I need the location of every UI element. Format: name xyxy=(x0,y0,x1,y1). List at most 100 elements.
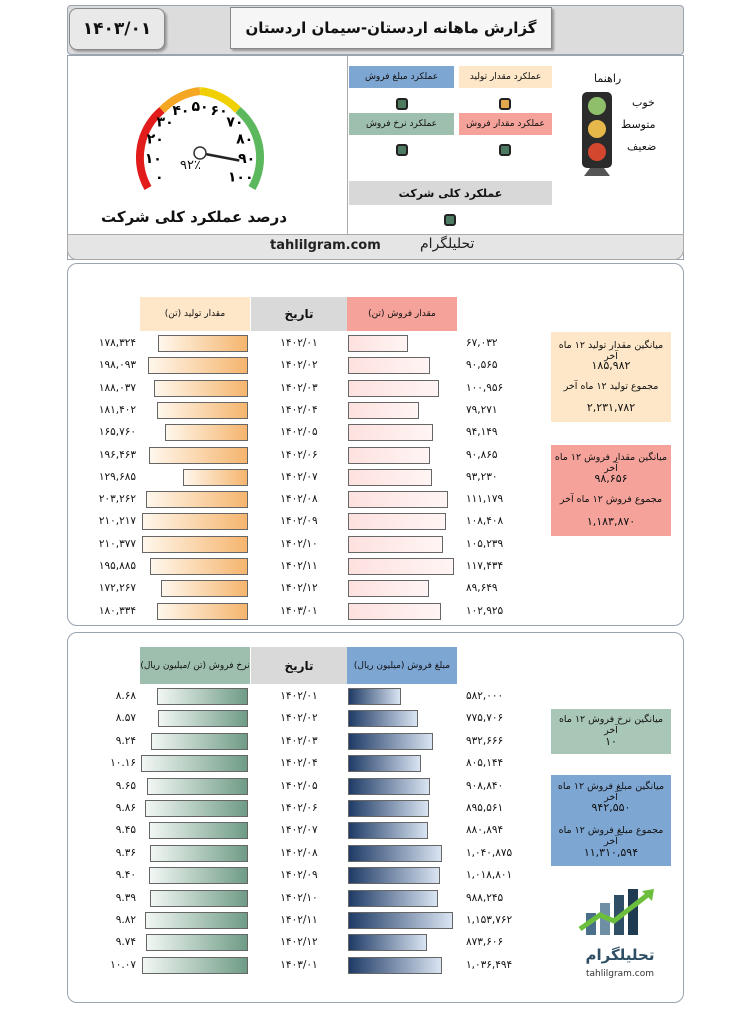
sales-bar xyxy=(348,379,439,397)
date-cell: ۱۴۰۲/۱۱ xyxy=(280,560,318,572)
sum-prod-label: مجموع تولید ۱۲ ماه آخر xyxy=(563,381,659,392)
sales-bar xyxy=(348,446,430,464)
sales-bar xyxy=(348,513,446,531)
avg-rate-value: ۱۰ xyxy=(605,735,617,748)
brand-url[interactable]: tahlilgram.com xyxy=(270,238,381,253)
rate-bar xyxy=(149,867,248,885)
amount-value: ۹۰۸,۸۴۰ xyxy=(466,779,504,792)
amount-value: ۸۹۵,۵۶۱ xyxy=(466,802,504,814)
gauge-tick-label: ۳۰ xyxy=(157,115,174,131)
rate-summary-box xyxy=(551,709,671,754)
amount-value: ۵۸۲,۰۰۰ xyxy=(466,690,504,702)
production-bar xyxy=(157,401,248,419)
sales-value: ۱۱۱,۱۷۹ xyxy=(466,493,504,506)
indicator-overall-label: عملکرد کلی شرکت xyxy=(349,181,552,205)
sales-bar xyxy=(348,468,432,486)
col-date-header: تاریخ xyxy=(251,297,347,331)
gauge-arc-green xyxy=(235,106,265,190)
indicator-sales-rate-light xyxy=(396,144,408,156)
sum-prod-value: ۲,۲۳۱,۷۸۲ xyxy=(586,401,636,414)
col-amount-header: مبلغ فروش (میلیون ریال) xyxy=(347,647,457,684)
date-cell: ۱۴۰۲/۱۰ xyxy=(280,891,318,904)
rate-value: ۹.۸۶ xyxy=(115,802,136,814)
col-sales-header: مقدار فروش (تن) xyxy=(347,297,457,331)
indicator-sales-amount-label: عملکرد مبلغ فروش xyxy=(349,66,454,88)
date-cell: ۱۴۰۲/۱۲ xyxy=(280,936,318,949)
rate-bar xyxy=(141,755,248,773)
gauge-value: ۹۲٪ xyxy=(180,158,201,173)
legend-weak: ضعیف xyxy=(627,140,657,153)
production-bar xyxy=(142,535,248,553)
sales-value: ۹۴,۱۴۹ xyxy=(466,426,498,439)
production-bar xyxy=(158,335,248,352)
sum-amount-value: ۱۱,۳۱۰,۵۹۴ xyxy=(583,846,639,859)
logo-name: تحلیلگرام xyxy=(585,946,655,964)
sales-bar xyxy=(348,535,443,553)
production-bar xyxy=(142,513,248,531)
amount-value: ۱,۱۵۳,۷۶۲ xyxy=(466,914,513,926)
amount-value: ۹۸۸,۲۴۵ xyxy=(466,891,504,904)
date-cell: ۱۴۰۲/۱۰ xyxy=(280,537,318,550)
amount-bar xyxy=(348,844,442,862)
production-value: ۱۹۸,۰۹۳ xyxy=(98,359,136,372)
amount-bar xyxy=(348,956,442,974)
production-value: ۱۶۵,۷۶۰ xyxy=(98,426,136,439)
production-bar xyxy=(165,424,248,442)
production-value: ۱۲۹,۶۸۵ xyxy=(98,470,136,483)
gauge-divider xyxy=(347,56,348,234)
production-value: ۱۹۵,۸۸۵ xyxy=(98,560,136,572)
amount-bar xyxy=(348,822,428,840)
sales-value: ۷۹,۲۷۱ xyxy=(466,403,498,416)
date-cell: ۱۴۰۲/۱۲ xyxy=(280,582,318,595)
rate-value: ۸.۶۸ xyxy=(115,690,136,702)
sales-summary-box xyxy=(551,445,671,536)
gauge-tick-label: ۱۰ xyxy=(145,151,162,167)
production-bar xyxy=(149,446,248,464)
amount-bar xyxy=(348,912,453,929)
production-bar xyxy=(157,602,248,620)
date-cell: ۱۴۰۲/۰۳ xyxy=(280,734,318,747)
rate-value: ۱۰.۰۷ xyxy=(110,958,136,971)
date-cell: ۱۴۰۲/۰۲ xyxy=(280,712,318,725)
production-bar xyxy=(161,580,248,598)
production-value: ۲۱۰,۲۱۷ xyxy=(98,515,136,528)
indicator-production-light xyxy=(499,98,511,110)
amount-summary-box xyxy=(551,775,671,866)
date-cell: ۱۴۰۲/۰۴ xyxy=(280,757,318,770)
legend-medium: متوسط xyxy=(621,118,656,131)
date-cell: ۱۴۰۲/۰۱ xyxy=(280,690,318,702)
brand-strip xyxy=(67,234,684,260)
date-cell: ۱۴۰۲/۰۸ xyxy=(280,493,318,506)
amount-bar xyxy=(348,934,427,952)
amount-value: ۱,۰۴۰,۸۷۵ xyxy=(466,846,513,859)
gauge-tick-label: ۴۰ xyxy=(172,103,189,119)
amount-value: ۸۷۳,۶۰۶ xyxy=(466,936,504,949)
gauge-tick-label: ۲۰ xyxy=(147,132,164,148)
rate-bar xyxy=(157,688,248,705)
dashboard-panel xyxy=(67,55,684,260)
date-cell: ۱۴۰۲/۰۲ xyxy=(280,359,318,372)
production-bar xyxy=(150,558,248,575)
avg-sales-value: ۹۸,۶۵۶ xyxy=(594,472,628,485)
sum-sales-value: ۱,۱۸۳,۸۷۰ xyxy=(586,515,636,528)
date-cell: ۱۴۰۲/۰۹ xyxy=(280,515,318,528)
col-production-header: مقدار تولید (تن) xyxy=(140,297,250,331)
sales-value: ۱۰۸,۴۰۸ xyxy=(466,515,504,528)
date-cell: ۱۴۰۲/۰۵ xyxy=(280,779,318,792)
date-cell: ۱۴۰۲/۰۴ xyxy=(280,403,318,416)
amount-value: ۹۳۲,۶۶۶ xyxy=(466,734,504,747)
date-cell: ۱۴۰۲/۰۵ xyxy=(280,426,318,439)
rate-value: ۹.۴۰ xyxy=(115,869,136,882)
gauge-arc-orange xyxy=(159,87,201,113)
avg-prod-label: میانگین مقدار تولید ۱۲ ماه آخر xyxy=(558,340,664,362)
production-value: ۲۱۰,۳۷۷ xyxy=(98,537,136,550)
rate-value: ۹.۳۶ xyxy=(115,846,136,859)
sales-value: ۸۹,۶۴۹ xyxy=(466,582,498,595)
amount-value: ۱,۰۱۸,۸۰۱ xyxy=(466,869,513,882)
rate-bar xyxy=(145,800,248,817)
production-bar xyxy=(146,491,248,509)
rate-bar xyxy=(145,912,248,929)
date-cell: ۱۴۰۲/۱۱ xyxy=(280,914,318,926)
production-value: ۱۷۸,۳۲۴ xyxy=(98,337,136,349)
production-value: ۱۸۱,۴۰۲ xyxy=(98,403,136,416)
